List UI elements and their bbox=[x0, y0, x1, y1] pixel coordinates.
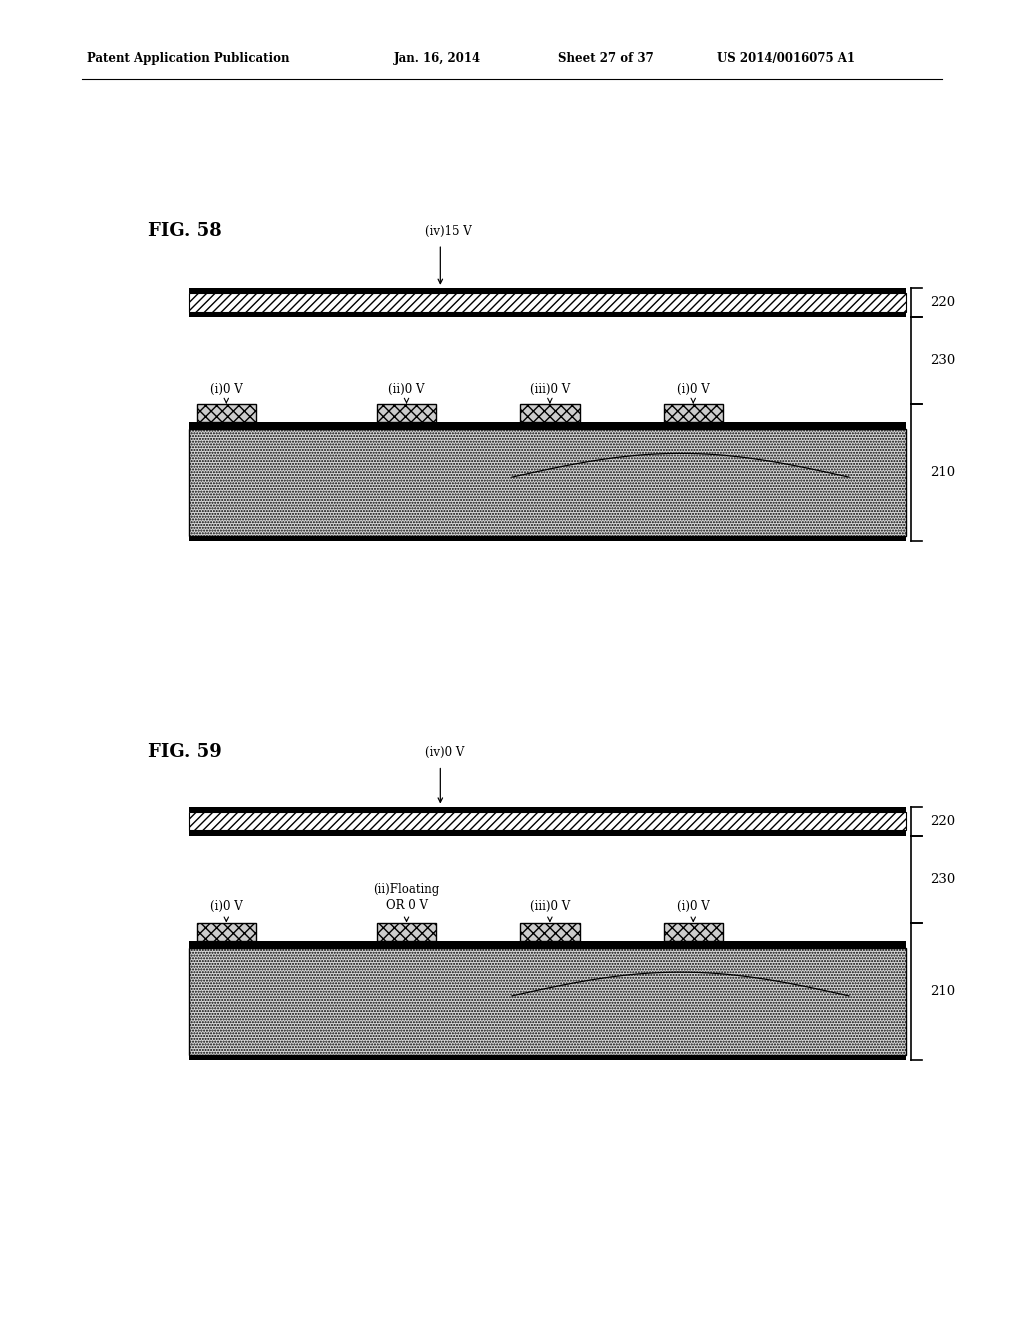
Text: (iv)15 V: (iv)15 V bbox=[425, 224, 472, 238]
Text: Patent Application Publication: Patent Application Publication bbox=[87, 51, 290, 65]
Text: (ii)Floating: (ii)Floating bbox=[374, 883, 439, 896]
Bar bbox=[189, 812, 906, 830]
Bar bbox=[189, 429, 906, 536]
Text: (i)0 V: (i)0 V bbox=[677, 900, 710, 913]
Text: 210: 210 bbox=[930, 985, 955, 998]
Bar bbox=[197, 404, 256, 422]
Bar bbox=[189, 422, 906, 429]
Text: FIG. 58: FIG. 58 bbox=[148, 222, 222, 240]
Bar bbox=[664, 923, 723, 941]
Text: (ii)0 V: (ii)0 V bbox=[388, 383, 425, 396]
Bar bbox=[189, 536, 906, 541]
Bar bbox=[377, 923, 436, 941]
Text: 220: 220 bbox=[930, 296, 955, 309]
Text: OR 0 V: OR 0 V bbox=[385, 899, 428, 912]
Bar bbox=[189, 293, 906, 312]
Text: 230: 230 bbox=[930, 354, 955, 367]
Text: 230: 230 bbox=[930, 873, 955, 886]
Text: US 2014/0016075 A1: US 2014/0016075 A1 bbox=[717, 51, 855, 65]
Bar bbox=[520, 404, 580, 422]
Text: 220: 220 bbox=[930, 814, 955, 828]
Text: (i)0 V: (i)0 V bbox=[210, 383, 243, 396]
Text: Sheet 27 of 37: Sheet 27 of 37 bbox=[558, 51, 654, 65]
Bar bbox=[664, 404, 723, 422]
Text: Jan. 16, 2014: Jan. 16, 2014 bbox=[394, 51, 481, 65]
Text: FIG. 59: FIG. 59 bbox=[148, 743, 222, 762]
Bar bbox=[520, 923, 580, 941]
Bar bbox=[189, 807, 906, 812]
Bar bbox=[189, 1055, 906, 1060]
Text: (i)0 V: (i)0 V bbox=[677, 383, 710, 396]
Text: (iii)0 V: (iii)0 V bbox=[529, 383, 570, 396]
Text: (iv)0 V: (iv)0 V bbox=[425, 746, 464, 759]
Text: 210: 210 bbox=[930, 466, 955, 479]
Bar bbox=[197, 923, 256, 941]
Bar bbox=[189, 830, 906, 836]
Bar bbox=[189, 941, 906, 948]
Text: (i)0 V: (i)0 V bbox=[210, 900, 243, 913]
Bar bbox=[377, 404, 436, 422]
Bar bbox=[189, 948, 906, 1055]
Bar bbox=[189, 288, 906, 293]
Text: (iii)0 V: (iii)0 V bbox=[529, 900, 570, 913]
Bar bbox=[189, 312, 906, 317]
